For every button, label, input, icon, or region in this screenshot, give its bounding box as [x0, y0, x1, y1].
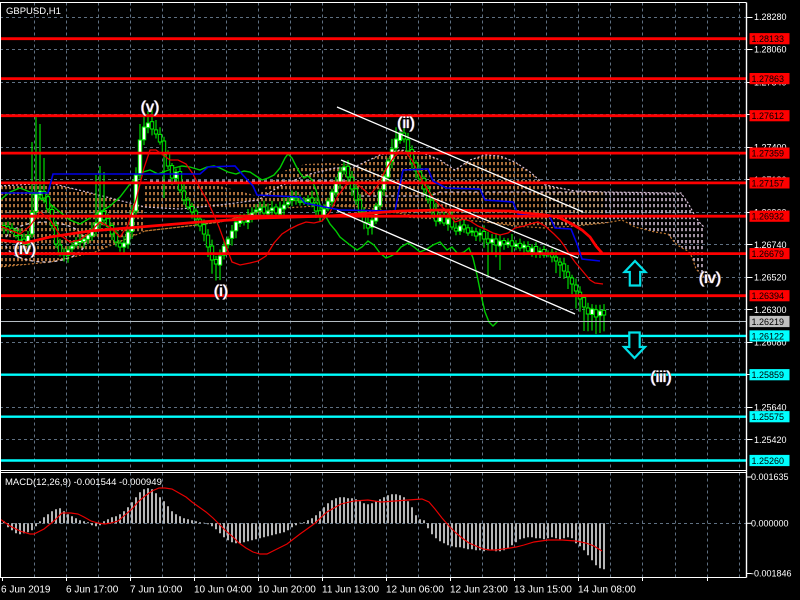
svg-text:1.26394: 1.26394 — [752, 291, 785, 301]
svg-text:1.27863: 1.27863 — [752, 74, 785, 84]
svg-text:1.26932: 1.26932 — [752, 212, 785, 222]
svg-text:(iv): (iv) — [13, 241, 35, 258]
svg-text:(i): (i) — [215, 283, 229, 300]
svg-text:6 Jun 17:00: 6 Jun 17:00 — [66, 585, 119, 596]
svg-text:(iii): (iii) — [651, 369, 672, 386]
svg-text:14 Jun 08:00: 14 Jun 08:00 — [578, 585, 636, 596]
svg-text:-0.001846: -0.001846 — [751, 569, 792, 579]
svg-text:6 Jun 2019: 6 Jun 2019 — [1, 585, 51, 596]
svg-text:1.25420: 1.25420 — [754, 435, 787, 445]
svg-text:(iv): (iv) — [700, 270, 722, 287]
svg-text:(i): (i) — [214, 283, 228, 300]
svg-text:(iii): (iii) — [650, 369, 671, 386]
svg-text:10 Jun 04:00: 10 Jun 04:00 — [194, 585, 252, 596]
svg-text:1.28060: 1.28060 — [754, 45, 787, 55]
svg-text:(iv): (iv) — [14, 241, 36, 258]
svg-text:1.27359: 1.27359 — [752, 149, 785, 159]
svg-text:13 Jun 15:00: 13 Jun 15:00 — [514, 585, 572, 596]
svg-text:(v): (v) — [141, 99, 160, 116]
svg-text:1.27612: 1.27612 — [752, 111, 785, 121]
svg-text:10 Jun 20:00: 10 Jun 20:00 — [258, 585, 316, 596]
svg-text:1.25260: 1.25260 — [752, 456, 785, 466]
svg-text:1.28133: 1.28133 — [752, 34, 785, 44]
svg-text:(v): (v) — [140, 99, 159, 116]
svg-text:1.26080: 1.26080 — [754, 338, 787, 348]
svg-text:GBPUSD,H1: GBPUSD,H1 — [6, 6, 61, 17]
svg-text:(ii): (ii) — [398, 115, 416, 132]
svg-text:7 Jun 10:00: 7 Jun 10:00 — [130, 585, 183, 596]
svg-text:(ii): (ii) — [396, 115, 414, 132]
svg-text:1.25859: 1.25859 — [752, 370, 785, 380]
svg-text:1.26679: 1.26679 — [752, 249, 785, 259]
svg-text:1.27400: 1.27400 — [754, 142, 787, 152]
svg-text:(iv): (iv) — [698, 270, 720, 287]
svg-text:(iv): (iv) — [15, 241, 37, 258]
svg-text:(i): (i) — [213, 283, 227, 300]
svg-text:0.000000: 0.000000 — [751, 519, 789, 529]
svg-text:1.27157: 1.27157 — [752, 178, 785, 188]
svg-text:0.001635: 0.001635 — [751, 472, 789, 482]
svg-text:(iii): (iii) — [650, 369, 671, 386]
svg-text:1.26740: 1.26740 — [754, 240, 787, 250]
svg-text:1.26122: 1.26122 — [752, 331, 785, 341]
svg-text:(v): (v) — [141, 99, 160, 116]
svg-text:1.28280: 1.28280 — [754, 12, 787, 22]
svg-text:12 Jun 23:00: 12 Jun 23:00 — [450, 585, 508, 596]
svg-text:1.26520: 1.26520 — [754, 272, 787, 282]
svg-text:1.26300: 1.26300 — [754, 305, 787, 315]
svg-text:MACD(12,26,9) -0.001544 -0.000: MACD(12,26,9) -0.001544 -0.000949 — [5, 477, 162, 488]
svg-text:1.26219: 1.26219 — [752, 317, 785, 327]
svg-text:(iv): (iv) — [699, 270, 721, 287]
svg-text:(ii): (ii) — [397, 115, 415, 132]
svg-text:12 Jun 06:00: 12 Jun 06:00 — [386, 585, 444, 596]
svg-text:1.25640: 1.25640 — [754, 403, 787, 413]
svg-text:1.25575: 1.25575 — [752, 412, 785, 422]
svg-text:11 Jun 13:00: 11 Jun 13:00 — [322, 585, 380, 596]
